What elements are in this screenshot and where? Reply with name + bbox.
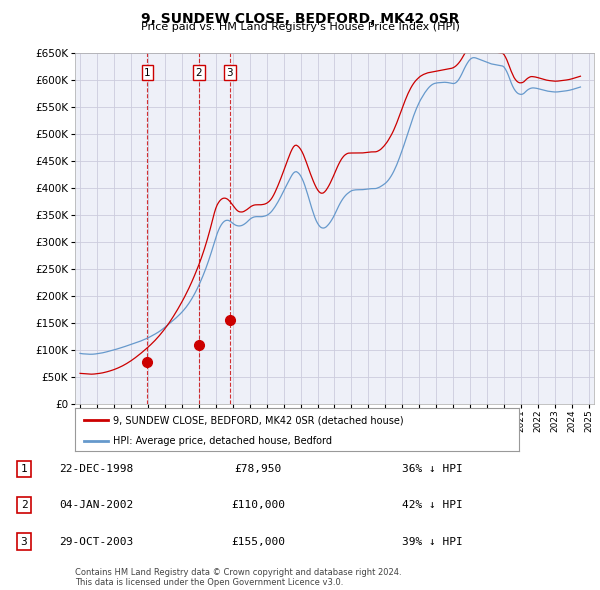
Text: 1: 1 (20, 464, 28, 474)
Text: 39% ↓ HPI: 39% ↓ HPI (401, 537, 463, 546)
Text: 9, SUNDEW CLOSE, BEDFORD, MK42 0SR: 9, SUNDEW CLOSE, BEDFORD, MK42 0SR (141, 12, 459, 26)
Text: 29-OCT-2003: 29-OCT-2003 (59, 537, 133, 546)
Text: 2: 2 (196, 68, 202, 78)
Text: £110,000: £110,000 (231, 500, 285, 510)
Text: 9, SUNDEW CLOSE, BEDFORD, MK42 0SR (detached house): 9, SUNDEW CLOSE, BEDFORD, MK42 0SR (deta… (113, 415, 403, 425)
Text: HPI: Average price, detached house, Bedford: HPI: Average price, detached house, Bedf… (113, 435, 332, 445)
Text: £78,950: £78,950 (235, 464, 281, 474)
Text: 3: 3 (227, 68, 233, 78)
Text: Price paid vs. HM Land Registry's House Price Index (HPI): Price paid vs. HM Land Registry's House … (140, 22, 460, 32)
Text: 42% ↓ HPI: 42% ↓ HPI (401, 500, 463, 510)
Text: £155,000: £155,000 (231, 537, 285, 546)
Text: 1: 1 (144, 68, 151, 78)
Text: 2: 2 (20, 500, 28, 510)
Text: 36% ↓ HPI: 36% ↓ HPI (401, 464, 463, 474)
Text: 3: 3 (20, 537, 28, 546)
Text: 04-JAN-2002: 04-JAN-2002 (59, 500, 133, 510)
Text: 22-DEC-1998: 22-DEC-1998 (59, 464, 133, 474)
Text: Contains HM Land Registry data © Crown copyright and database right 2024.
This d: Contains HM Land Registry data © Crown c… (75, 568, 401, 587)
